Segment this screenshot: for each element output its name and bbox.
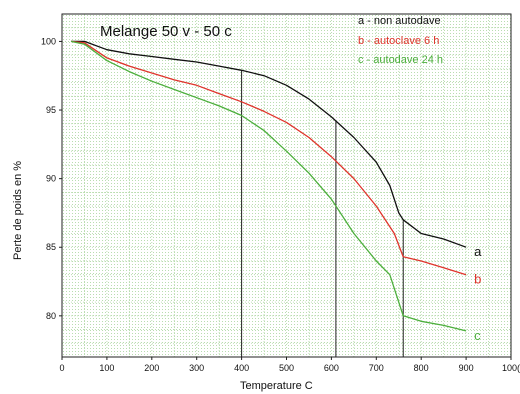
- y-tick-label: 90: [46, 174, 56, 184]
- x-tick-label: 800: [414, 363, 429, 373]
- series-line-c: [70, 40, 467, 332]
- legend: a - non autodave b - autoclave 6 h c - a…: [358, 15, 443, 66]
- x-tick-label: 900: [459, 363, 474, 373]
- series-line-b: [70, 40, 467, 276]
- x-axis-label: Temperature C: [240, 380, 313, 392]
- legend-entry-b: b - autoclave 6 h: [358, 35, 439, 47]
- y-tick-label: 80: [46, 311, 56, 321]
- series-end-label-a: a: [474, 244, 482, 259]
- x-tick-label: 400: [234, 363, 249, 373]
- series-end-label-c: c: [474, 328, 481, 343]
- series-end-label-b: b: [474, 272, 481, 287]
- y-axis-label: Perte de poids en %: [12, 161, 24, 260]
- x-tick-label: 100(: [502, 363, 520, 373]
- y-tick-label: 85: [46, 242, 56, 252]
- x-tick-label: 700: [369, 363, 384, 373]
- x-tick-label: 200: [144, 363, 159, 373]
- x-tick-label: 100: [99, 363, 114, 373]
- series-lines: [70, 40, 467, 332]
- legend-entry-c: c - autodave 24 h: [358, 54, 443, 66]
- axis-ticks: 0 100 200 300 400 500 600 700 800 900 100( 80 85 90 95…: [41, 36, 520, 373]
- y-tick-label: 95: [46, 105, 56, 115]
- x-tick-label: 0: [59, 363, 64, 373]
- x-tick-label: 300: [189, 363, 204, 373]
- x-tick-label: 600: [324, 363, 339, 373]
- x-tick-label: 500: [279, 363, 294, 373]
- legend-entry-a: a - non autodave: [358, 15, 441, 27]
- chart-title: Melange 50 v - 50 c: [100, 23, 232, 40]
- y-tick-label: 100: [41, 36, 56, 46]
- series-end-labels: ab c: [474, 244, 482, 343]
- series-line-a: [71, 40, 467, 248]
